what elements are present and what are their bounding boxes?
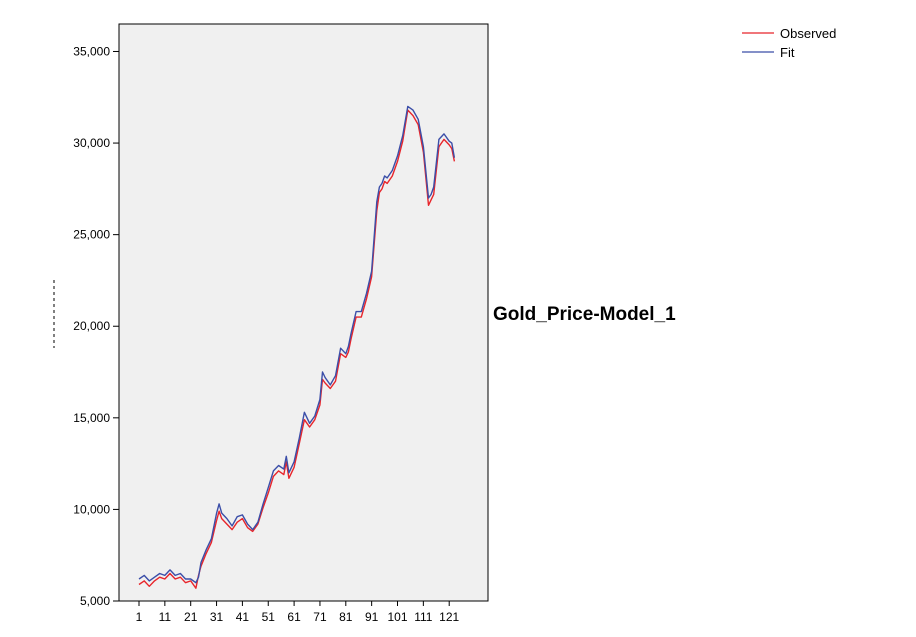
y-tick-label: 5,000 bbox=[80, 594, 110, 608]
series-layer bbox=[138, 105, 456, 589]
y-tick-label: 15,000 bbox=[73, 411, 110, 425]
x-tick-label: 11 bbox=[159, 610, 172, 624]
x-tick-label: 61 bbox=[287, 610, 301, 624]
x-tick-label: 101 bbox=[387, 610, 407, 624]
y-tick-label: 35,000 bbox=[73, 44, 110, 58]
y-tick-label: 20,000 bbox=[73, 319, 110, 333]
x-tick-label: 41 bbox=[236, 610, 250, 624]
y-tick-label: 30,000 bbox=[73, 136, 110, 150]
legend: Observed Fit bbox=[742, 26, 836, 60]
y-tick-label: 10,000 bbox=[73, 502, 110, 516]
axes-layer: 5,000 10,000 15,000 20,000 25,000 30,000 35,00… bbox=[73, 44, 459, 624]
series-line-fit bbox=[138, 105, 456, 584]
x-tick-label: 1 bbox=[136, 610, 143, 624]
plot-area bbox=[118, 23, 489, 602]
x-tick-label: 121 bbox=[439, 610, 459, 624]
x-tick-label: 111 bbox=[414, 610, 433, 624]
legend-label-fit: Fit bbox=[780, 45, 795, 60]
model-label: Gold_Price-Model_1 bbox=[493, 304, 676, 325]
x-tick-label: 71 bbox=[313, 610, 327, 624]
x-tick-label: 91 bbox=[365, 610, 379, 624]
x-tick-label: 21 bbox=[184, 610, 198, 624]
x-tick-label: 31 bbox=[210, 610, 224, 624]
x-tick-label: 51 bbox=[262, 610, 276, 624]
legend-label-observed: Observed bbox=[780, 26, 836, 41]
x-tick-label: 81 bbox=[339, 610, 353, 624]
y-tick-label: 25,000 bbox=[73, 228, 110, 242]
